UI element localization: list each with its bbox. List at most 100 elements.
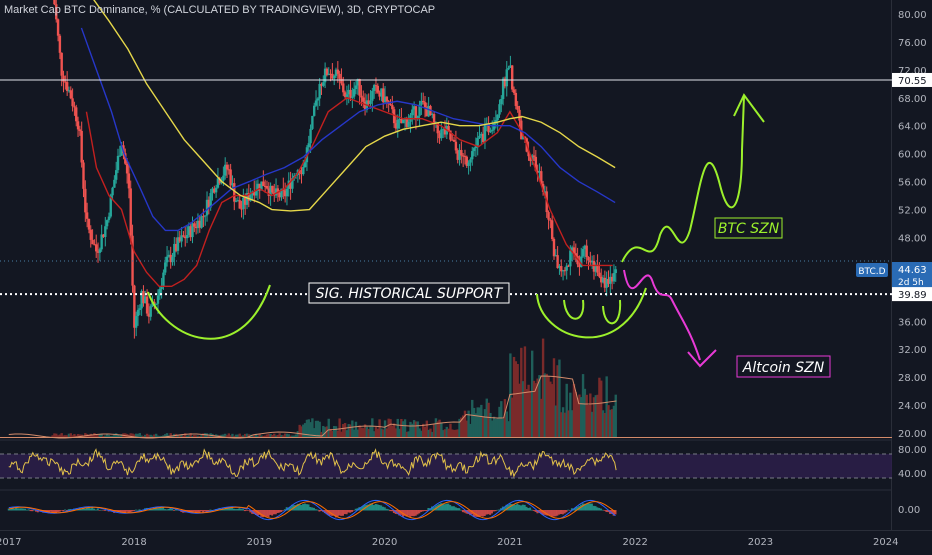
macd-bar (556, 510, 559, 516)
btc-szn-label[interactable]: BTC SZN (718, 221, 780, 237)
macd-bar (485, 510, 488, 515)
volume-bar (518, 383, 521, 438)
candle-body (420, 100, 423, 105)
macd-bar (598, 507, 601, 511)
volume-bar (156, 435, 160, 438)
macd-bar (167, 508, 170, 511)
candle-body (165, 256, 169, 263)
volume-bar (489, 412, 492, 438)
volume-bar (111, 435, 114, 438)
x-tick-label: 2018 (121, 537, 146, 548)
volume-bar (331, 431, 334, 438)
candle-body (600, 276, 603, 283)
candle-body (529, 156, 532, 162)
volume-bar (98, 433, 102, 438)
volume-bar (598, 377, 601, 438)
volume-bar (481, 416, 485, 438)
macd-bar (100, 509, 103, 511)
macd-bar (294, 505, 297, 511)
candle-body (487, 123, 490, 133)
candle-body (251, 191, 254, 196)
candle-body (185, 235, 189, 239)
macd-bar (35, 510, 38, 512)
macd-bar (323, 510, 326, 514)
candle-body (262, 181, 265, 187)
macd-bar (305, 504, 308, 511)
candle-body (147, 313, 151, 317)
macd-bar (369, 503, 372, 511)
macd-bar (263, 510, 266, 517)
macd-bar (527, 508, 530, 511)
candle-body (518, 109, 521, 121)
volume-bar (138, 433, 142, 438)
bowl-left[interactable] (147, 284, 271, 340)
candle-body (427, 105, 430, 117)
y-tick-label: 48.00 (898, 233, 927, 244)
candle-body (320, 83, 323, 86)
time-axis[interactable]: 2017 2018 2019 2020 2021 2022 2023 2024 (0, 537, 898, 548)
y-tick-label: 80.00 (898, 10, 927, 21)
candle-body (222, 175, 225, 181)
support-label[interactable]: SIG. HISTORICAL SUPPORT (316, 286, 504, 302)
volume-bar (271, 435, 274, 438)
bowl-inner-left[interactable] (563, 299, 585, 320)
macd-bar (349, 510, 352, 513)
volume-bar (236, 434, 240, 438)
bowl-right[interactable] (536, 287, 647, 339)
macd-bar (134, 509, 137, 511)
macd-bar (122, 510, 125, 514)
candle-body (565, 265, 568, 271)
candle-body (205, 199, 209, 216)
macd-bar (391, 510, 394, 512)
volume-bar (412, 420, 416, 438)
candle-body (578, 264, 581, 268)
candle-body (125, 163, 129, 174)
volume-bar (327, 418, 330, 438)
macd-bar (158, 507, 161, 511)
volume-bar (303, 423, 307, 438)
volume-bar (538, 375, 541, 438)
candle-body (233, 183, 236, 202)
macd-bar (249, 510, 252, 513)
volume-bar (378, 419, 381, 438)
alt-szn-path[interactable] (623, 269, 701, 361)
candle-body (425, 107, 429, 117)
candle-body (414, 106, 418, 119)
volume-bar (165, 433, 169, 438)
bowl-inner-right[interactable] (602, 299, 622, 325)
macd-bar (487, 510, 490, 515)
macd-tick-0: 0.00 (898, 505, 920, 516)
btc-szn-path[interactable] (621, 95, 745, 263)
macd-bar (91, 507, 94, 511)
candle-body (265, 186, 269, 189)
candle-body (238, 200, 241, 209)
macd-bar (338, 510, 341, 516)
alt-szn-label[interactable]: Altcoin SZN (742, 360, 825, 376)
macd-bar (601, 509, 604, 511)
macd-bar (560, 510, 563, 514)
macd-line (8, 499, 616, 521)
volume-bar (376, 428, 379, 438)
y-tick-label: 72.00 (898, 66, 927, 77)
macd-bar (476, 510, 479, 517)
candle-body (318, 83, 321, 99)
volume-bar (605, 376, 608, 438)
candle-body (552, 238, 556, 257)
macd-bar (11, 507, 14, 511)
candle-body (378, 92, 381, 97)
macd-bar (85, 508, 88, 511)
candle-body (55, 4, 58, 20)
candle-body (298, 170, 301, 173)
candle-body (347, 89, 350, 95)
candle-body (327, 73, 330, 76)
volume-bar (109, 435, 112, 438)
volume-bar (298, 424, 301, 438)
volume-bar (427, 429, 430, 438)
volume-bar (423, 426, 427, 438)
volume-bar (402, 421, 405, 438)
volume-bar (145, 433, 149, 438)
volume-bar (258, 433, 261, 438)
candle-body (60, 52, 63, 76)
